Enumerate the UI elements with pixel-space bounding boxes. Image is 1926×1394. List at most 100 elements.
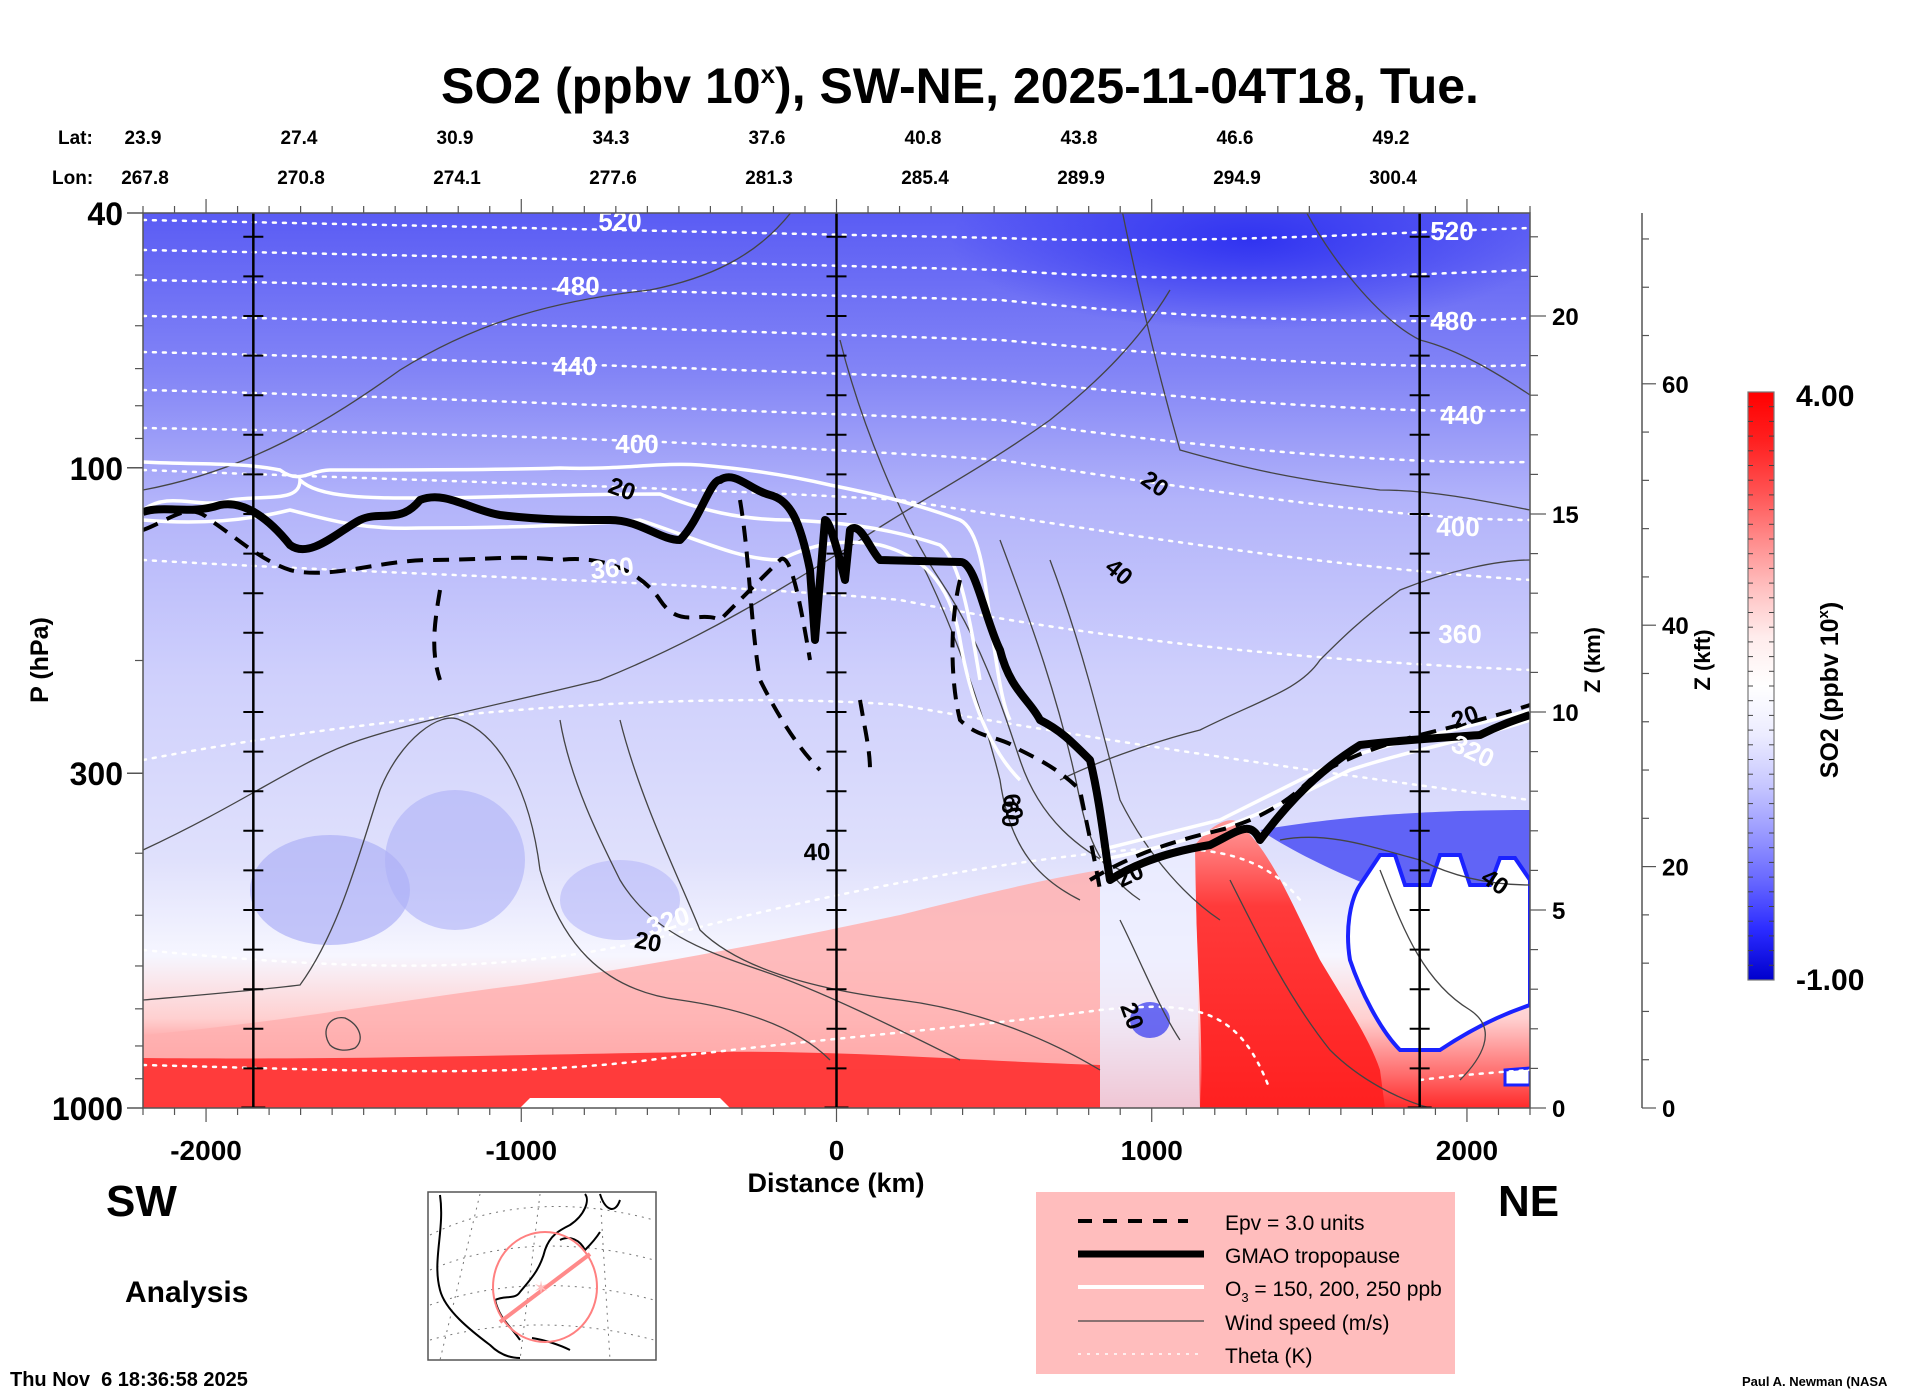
wind-contour-label: 60 xyxy=(997,792,1028,823)
z-km-tick-label: 20 xyxy=(1552,304,1579,331)
z-km-tick-label: 10 xyxy=(1552,700,1579,727)
x-tick-label: 2000 xyxy=(1436,1135,1498,1166)
wind-contour xyxy=(1121,213,1530,511)
theta-contour-label: 400 xyxy=(615,429,658,459)
epv-line xyxy=(432,589,442,681)
theta-line xyxy=(143,468,1530,582)
inset-map-coastlines xyxy=(436,1193,621,1359)
x-axis-title: Distance (km) xyxy=(747,1168,924,1198)
wind-contour-label: 20 xyxy=(632,927,663,958)
so2-field-patch xyxy=(1100,848,1200,1108)
wind-contour xyxy=(1049,559,1221,921)
lon-value: 274.1 xyxy=(433,168,481,189)
wind-contour xyxy=(619,719,1101,1071)
z-km-axis-title: Z (km) xyxy=(1580,627,1605,693)
theta-contour-label: 480 xyxy=(1430,306,1473,336)
lat-value: 37.6 xyxy=(749,128,786,149)
y-tick-label: 100 xyxy=(70,451,123,487)
timestamp: Thu Nov 6 18:36:58 2025 xyxy=(10,1369,248,1391)
z-kft-tick-label: 0 xyxy=(1662,1096,1675,1123)
epv-line xyxy=(143,509,812,661)
missing-data-surface xyxy=(520,1098,730,1108)
z-kft-tick-label: 20 xyxy=(1662,855,1689,882)
epv-line xyxy=(950,579,1102,891)
credit-label: Paul A. Newman (NASA xyxy=(1742,1374,1888,1389)
lon-value: 277.6 xyxy=(589,168,637,189)
so2-boundary-layer-enhanced xyxy=(143,870,1100,1108)
ozone-line xyxy=(143,508,1022,782)
so2-field-patch xyxy=(250,835,410,945)
lon-value: 285.4 xyxy=(901,168,949,189)
lon-value: 267.8 xyxy=(121,168,169,189)
so2-boundary-layer-max xyxy=(143,1051,1100,1108)
inset-map: ✶ xyxy=(427,1191,657,1361)
theta-contours xyxy=(143,218,1530,1092)
wind-contour xyxy=(839,339,1121,871)
colorbar-min-label: -1.00 xyxy=(1796,964,1864,997)
z-kft-tick-label: 40 xyxy=(1662,613,1689,640)
legend-label-theta: Theta (K) xyxy=(1225,1345,1313,1368)
legend: Epv = 3.0 units GMAO tropopause O3 = 150… xyxy=(1036,1192,1455,1374)
theta-line xyxy=(143,1005,1530,1092)
lon-row-label: Lon: xyxy=(52,168,93,189)
lon-value: 270.8 xyxy=(277,168,325,189)
legend-label-tropopause: GMAO tropopause xyxy=(1225,1245,1400,1268)
ne-direction-label: NE xyxy=(1498,1177,1559,1226)
theta-line xyxy=(143,314,1530,368)
x-tick-label: -2000 xyxy=(170,1135,242,1166)
gmao-tropopause-line xyxy=(143,473,1530,884)
z-km-tick-label: 0 xyxy=(1552,1096,1565,1123)
lat-value: 27.4 xyxy=(281,128,318,149)
so2-field-patch xyxy=(560,860,680,940)
lon-value: 281.3 xyxy=(745,168,793,189)
theta-contour-label: 520 xyxy=(598,206,641,236)
wind-contour xyxy=(325,1017,361,1051)
colorbar-ticks xyxy=(1748,406,1774,966)
epv-line xyxy=(858,699,872,771)
vertical-marker-lines xyxy=(241,213,1432,1108)
wind-speed-contours xyxy=(143,213,1530,1108)
inset-map-center-star-icon: ✶ xyxy=(533,1278,548,1298)
x-tick-label: 0 xyxy=(829,1135,845,1166)
z-km-tick-label: 15 xyxy=(1552,502,1579,529)
colorbar-max-label: 4.00 xyxy=(1796,380,1854,413)
wind-contour xyxy=(1059,559,1530,781)
lat-lon-header: Lat: Lon: 23.9 27.4 30.9 34.3 37.6 40.8 43.8 46.6… xyxy=(52,128,1417,189)
z-kft-tick-label: 60 xyxy=(1662,372,1689,399)
ozone-line xyxy=(143,475,982,681)
so2-field-patch xyxy=(385,790,525,930)
theta-contour-label: 440 xyxy=(553,351,596,381)
inset-map-range-circle xyxy=(492,1231,598,1343)
wind-contour xyxy=(919,559,1081,901)
theta-line xyxy=(143,218,1530,242)
theta-contour-label: 440 xyxy=(1440,400,1483,430)
theta-contour-label: 360 xyxy=(1438,619,1481,649)
analysis-label: Analysis xyxy=(125,1276,248,1309)
theta-contour-label: 360 xyxy=(589,551,635,585)
legend-label-ozone: O3 = 150, 200, 250 ppb xyxy=(1225,1278,1442,1305)
lon-value: 300.4 xyxy=(1369,168,1417,189)
ozone-line xyxy=(1099,708,1530,852)
lat-value: 23.9 xyxy=(125,128,162,149)
lat-value: 46.6 xyxy=(1217,128,1254,149)
theta-line xyxy=(143,388,1530,464)
inset-map-graticule xyxy=(429,1193,655,1361)
lat-value: 49.2 xyxy=(1373,128,1410,149)
ozone-line xyxy=(143,460,1012,721)
y-tick-label: 300 xyxy=(70,756,123,792)
theta-line xyxy=(143,426,1530,522)
lon-value: 289.9 xyxy=(1057,168,1105,189)
z-kft-axis-title: Z (kft) xyxy=(1690,629,1715,690)
wind-contour xyxy=(143,213,792,491)
lat-value: 43.8 xyxy=(1061,128,1098,149)
theta-contour-label: 480 xyxy=(556,271,599,301)
inset-map-frame xyxy=(427,1191,657,1361)
lat-value: 34.3 xyxy=(593,128,630,149)
theta-line xyxy=(143,558,1530,672)
x-tick-label: -1000 xyxy=(485,1135,557,1166)
y-tick-label: 40 xyxy=(87,196,123,232)
sw-direction-label: SW xyxy=(106,1177,177,1226)
chart-title: SO2 (ppbv 10x), SW-NE, 2025-11-04T18, Tu… xyxy=(441,58,1479,114)
inset-map-section-line xyxy=(498,1252,592,1324)
